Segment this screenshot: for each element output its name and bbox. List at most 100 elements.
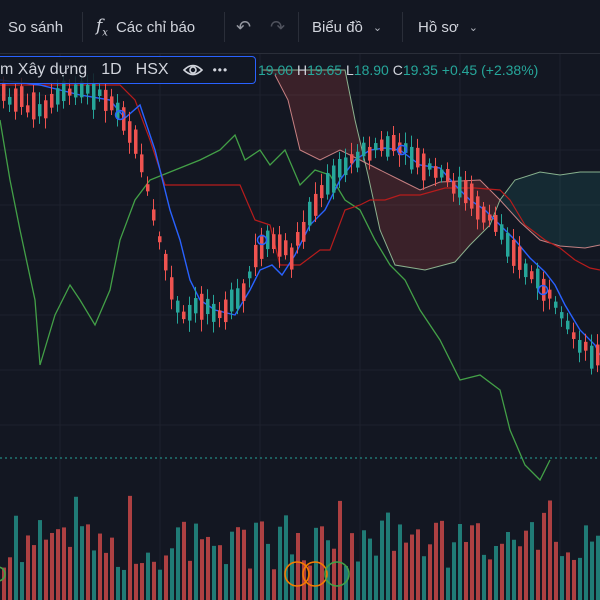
undo-icon[interactable]: ↶ xyxy=(236,16,252,37)
top-toolbar: So sánh fx Các chỉ báo ↶ ↷ Biểu đồ ⌄ Hồ … xyxy=(0,0,600,54)
volume-bar xyxy=(368,538,372,600)
candlestick xyxy=(230,289,234,312)
candlestick xyxy=(32,92,36,120)
candlestick xyxy=(110,96,114,111)
candlestick xyxy=(362,142,366,157)
volume-bar xyxy=(50,532,54,600)
candlestick xyxy=(128,121,132,143)
candlestick xyxy=(290,247,294,270)
volume-bar xyxy=(170,548,174,600)
compare-label: So sánh xyxy=(8,18,64,36)
high-value: 19.65 xyxy=(307,62,343,78)
candlestick xyxy=(386,136,390,157)
candlestick xyxy=(206,298,210,315)
candlestick xyxy=(260,234,264,259)
volume-bar xyxy=(92,550,96,600)
volume-bar xyxy=(500,543,504,600)
candlestick xyxy=(44,100,48,119)
candlestick xyxy=(326,172,330,195)
volume-bar xyxy=(464,541,468,600)
candlestick xyxy=(98,89,102,97)
candlestick xyxy=(548,289,552,299)
volume-bar xyxy=(524,530,528,600)
volume-bar xyxy=(116,566,120,600)
more-options-icon[interactable]: ••• xyxy=(212,63,229,77)
volume-bar xyxy=(380,520,384,600)
interval-label[interactable]: 1D xyxy=(101,61,122,78)
candlestick xyxy=(314,193,318,216)
volume-bar xyxy=(332,548,336,600)
candlestick xyxy=(512,239,516,266)
volume-bar xyxy=(404,542,408,600)
symbol-legend[interactable]: m Xây dựng 1D HSX ••• xyxy=(0,56,256,84)
event-marker xyxy=(324,561,350,587)
indicators-button[interactable]: fx Các chỉ báo xyxy=(96,0,195,54)
volume-bar xyxy=(446,567,450,600)
volume-bar xyxy=(68,546,72,600)
lagging-span-line xyxy=(0,119,551,482)
eye-icon[interactable] xyxy=(182,63,203,77)
candlestick xyxy=(308,201,312,226)
candlestick xyxy=(440,169,444,178)
candlestick xyxy=(380,139,384,151)
candlestick xyxy=(560,312,564,319)
volume-bar xyxy=(560,556,564,600)
candlestick xyxy=(8,96,12,105)
volume-bar xyxy=(2,567,6,600)
volume-bar xyxy=(230,531,234,600)
candlestick xyxy=(38,104,42,117)
volume-bar xyxy=(590,541,594,600)
candlestick xyxy=(2,82,6,101)
candlestick xyxy=(134,129,138,154)
volume-bar xyxy=(188,560,192,600)
low-value: 18.90 xyxy=(353,62,389,78)
volume-bar xyxy=(182,521,186,600)
compare-button[interactable]: So sánh xyxy=(8,0,63,54)
candlestick xyxy=(200,293,204,320)
candlestick xyxy=(374,143,378,151)
candlestick xyxy=(176,300,180,313)
candlestick xyxy=(218,310,222,319)
volume-bar xyxy=(452,542,456,600)
toolbar-divider xyxy=(298,12,299,42)
candlestick xyxy=(398,142,402,156)
volume-bar xyxy=(536,549,540,600)
volume-bar xyxy=(74,496,78,600)
candlestick xyxy=(50,93,54,108)
signal-marker xyxy=(396,144,408,156)
volume-bar xyxy=(218,545,222,600)
volume-bar xyxy=(242,529,246,600)
volume-bar xyxy=(146,552,150,600)
candlestick xyxy=(572,332,576,339)
profile-menu-button[interactable]: Hồ sơ ⌄ xyxy=(418,0,478,54)
symbol-name: m Xây dựng xyxy=(0,61,88,78)
volume-bar xyxy=(254,522,258,600)
leading-span-a xyxy=(262,69,600,271)
candlestick xyxy=(242,283,246,301)
indicators-label: Các chỉ báo xyxy=(115,18,196,36)
volume-bar xyxy=(98,533,102,600)
candlestick xyxy=(500,224,504,240)
volume-bar xyxy=(350,533,354,600)
candlestick xyxy=(410,146,414,170)
toolbar-divider xyxy=(224,12,225,42)
signal-marker xyxy=(114,109,126,121)
redo-icon[interactable]: ↷ xyxy=(270,16,286,37)
volume-bar xyxy=(518,546,522,600)
volume-bar xyxy=(110,537,114,600)
volume-bar xyxy=(362,530,366,600)
volume-bar xyxy=(26,535,30,600)
candlestick xyxy=(302,221,306,242)
volume-bar xyxy=(248,568,252,600)
chart-menu-button[interactable]: Biểu đồ ⌄ xyxy=(312,0,382,54)
candlestick xyxy=(338,159,342,178)
candlestick xyxy=(20,86,24,107)
volume-bar xyxy=(56,529,60,600)
candlestick xyxy=(272,234,276,250)
volume-bar xyxy=(482,554,486,600)
volume-bar xyxy=(236,527,240,600)
volume-bar xyxy=(86,524,90,600)
high-label: H xyxy=(296,62,308,78)
volume-bar xyxy=(272,569,276,600)
